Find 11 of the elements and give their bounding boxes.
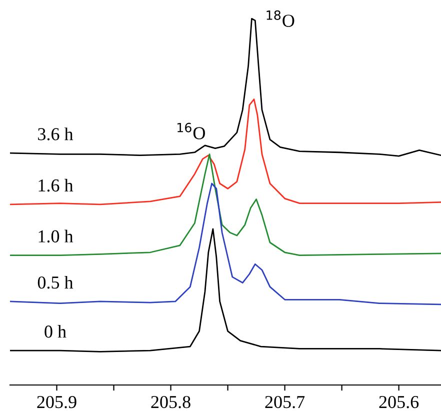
x-tick-label: 205.8 xyxy=(151,396,190,408)
x-tick-label: 205.9 xyxy=(37,396,76,408)
annotation: $^{16}$O xyxy=(177,122,205,140)
series-label: 3.6 h xyxy=(38,128,74,140)
series-label: 1.0 h xyxy=(38,230,74,243)
annotation: $^{18}$O xyxy=(266,10,294,27)
series-label: 1.6 h xyxy=(38,178,74,192)
x-tick-label: 205.7 xyxy=(265,396,305,408)
series-label: 0 h xyxy=(44,325,66,338)
series-label: 0.5 h xyxy=(38,276,74,289)
x-tick-label: 205.6 xyxy=(379,396,419,408)
